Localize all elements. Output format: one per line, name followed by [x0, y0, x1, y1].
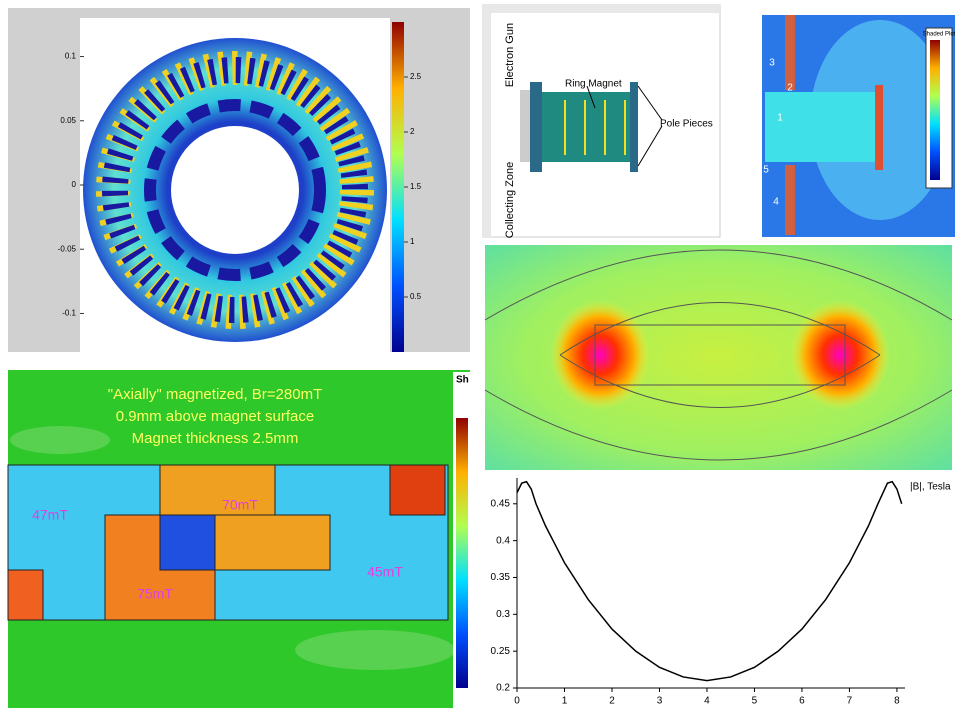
leader: [586, 85, 596, 109]
tile: [389, 464, 446, 516]
leader: [637, 125, 663, 167]
line: [516, 480, 903, 682]
ring-panel: 0.1 0.05 0 -0.05 -0.1 2.5 2 1.5 1 0.5: [8, 8, 470, 352]
y-tick-label: -0.1: [62, 309, 76, 318]
ruler: [483, 5, 491, 237]
magnet-outline: [594, 324, 846, 386]
gun: [520, 90, 530, 162]
hotspot: [790, 300, 890, 410]
y-tick-label: 0: [72, 180, 77, 189]
tile: [159, 464, 276, 516]
blob: [295, 630, 455, 670]
annotation: 0.9mm above magnet surface: [116, 408, 314, 425]
x-tick-label: 4: [704, 696, 710, 707]
inner-magnets: [144, 99, 326, 281]
marker: 1: [777, 113, 783, 124]
label: Pole Pieces: [660, 119, 713, 130]
label: Ring Magnet: [565, 79, 622, 90]
colorbar-tick-label: 2.5: [410, 72, 422, 81]
marker: 4: [773, 197, 779, 208]
tile: [214, 514, 331, 571]
y-tick-label: -0.05: [58, 244, 77, 253]
colorbar: [392, 22, 404, 352]
y-tick-label: 0.2: [496, 683, 510, 694]
ring-axis: 0.1 0.05 0 -0.05 -0.1 2.5 2 1.5 1 0.5: [58, 52, 422, 318]
chart-bg: [485, 476, 955, 714]
annotation: Magnet thickness 2.5mm: [132, 430, 299, 447]
field-label: 45mT: [367, 564, 403, 580]
legend-scale: [930, 40, 940, 180]
ruler: [483, 5, 720, 13]
tile: [159, 514, 216, 571]
label: Collecting Zone: [504, 162, 516, 238]
field-label: 75mT: [137, 586, 173, 602]
y-tick-label: 0.35: [491, 572, 511, 583]
field-panel: [484, 245, 953, 470]
x-tick-label: 2: [609, 696, 615, 707]
y-tick-label: 0.25: [491, 646, 511, 657]
colorbar-tick-label: 1.5: [410, 182, 422, 191]
leader: [637, 85, 663, 121]
label: Electron Gun: [504, 23, 516, 87]
x-tick-label: 0: [514, 696, 520, 707]
legend-scale: [456, 418, 468, 688]
y-tick-label: 0.45: [491, 498, 511, 509]
ring-magnet: [542, 92, 632, 162]
colorbar-tick-label: 0.5: [410, 292, 422, 301]
y-tick-label: 0.4: [496, 535, 510, 546]
marker: 2: [787, 83, 793, 94]
diagram-panel: Electron Gun Ring Magnet Pole Pieces Col…: [482, 4, 721, 238]
colorbar-tick-label: 1: [410, 237, 415, 246]
tile: [7, 569, 44, 621]
x-tick-label: 3: [657, 696, 663, 707]
colorbar-tick-label: 2: [410, 127, 415, 136]
y-tick-label: 0.05: [60, 116, 76, 125]
marker: 5: [763, 165, 769, 176]
x-tick-label: 5: [752, 696, 758, 707]
x-tick-label: 1: [562, 696, 568, 707]
y-tick-label: 0.3: [496, 609, 510, 620]
field-label: 70mT: [222, 497, 258, 513]
x-tick-label: 8: [894, 696, 900, 707]
pole-piece: [630, 82, 638, 172]
magnet-panel: Sh "Axially" magnetized, Br=280mT 0.9mm …: [7, 370, 470, 708]
y-axis-label: |B|, Tesla: [910, 482, 951, 493]
hotspot: [550, 300, 650, 410]
teeth: [96, 51, 374, 329]
annotation: "Axially" magnetized, Br=280mT: [108, 386, 323, 403]
marker: 3: [769, 58, 775, 69]
pole: [785, 165, 795, 235]
blob: [10, 426, 110, 454]
pole: [875, 85, 883, 170]
field-lines: [484, 249, 953, 461]
x-tick-label: 7: [847, 696, 853, 707]
x-tick-label: 6: [799, 696, 805, 707]
legend-title: Shaded Plot: [923, 32, 956, 38]
bore: [171, 126, 299, 254]
pole: [785, 15, 795, 90]
legend-title: Sh: [456, 375, 469, 386]
field-label: 47mT: [32, 507, 68, 523]
pole-piece: [530, 82, 542, 172]
line-chart: 0.2 0.25 0.3 0.35 0.4 0.45 0 1 2 3 4 5 6 7 8 |B|, Tesla: [485, 476, 955, 714]
shaded-panel: Shaded Plot 1 2 3 4 5: [728, 5, 956, 237]
y-tick-label: 0.1: [65, 52, 77, 61]
magnet: [765, 92, 880, 162]
